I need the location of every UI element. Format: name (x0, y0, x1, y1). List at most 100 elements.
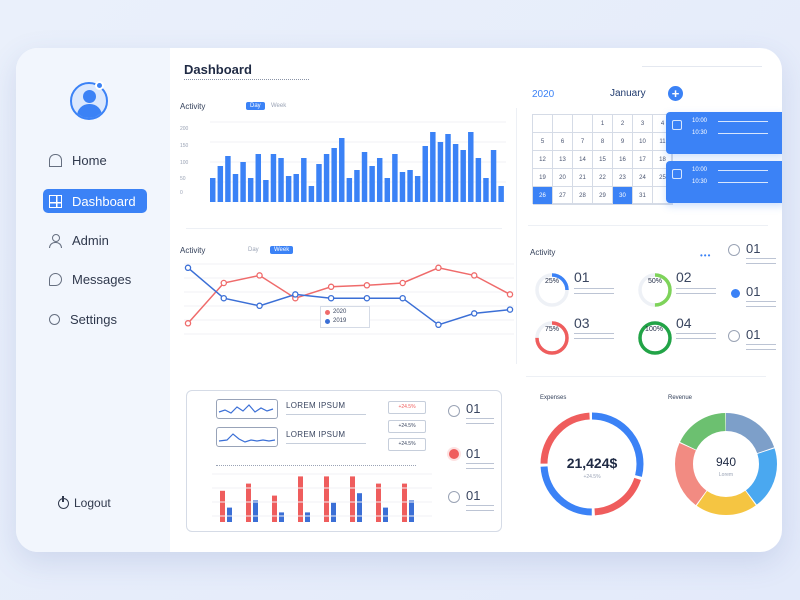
bar (369, 166, 375, 202)
sidebar-item-label: Admin (72, 232, 109, 248)
option-radio[interactable] (448, 491, 460, 503)
bar (324, 476, 329, 522)
event-card[interactable]: 10:00 10:30 (666, 112, 782, 154)
donut-slice (675, 413, 777, 515)
item-subtitle (286, 414, 366, 415)
bar (376, 158, 383, 202)
calendar-day[interactable]: 22 (593, 169, 613, 187)
bar (414, 176, 421, 202)
summary-card (186, 390, 502, 532)
event-text (718, 133, 768, 134)
data-point (184, 320, 192, 327)
calendar-day[interactable] (573, 115, 593, 133)
search-bar[interactable] (642, 66, 762, 67)
event-card[interactable]: 10:00 10:30 (666, 161, 782, 203)
calendar-day[interactable]: 19 (533, 169, 553, 187)
calendar-day[interactable]: 17 (633, 151, 653, 169)
add-event-button[interactable]: + (668, 86, 683, 101)
donut-title: Expenses (540, 395, 567, 401)
calendar-day[interactable]: 12 (533, 151, 553, 169)
calendar-day[interactable]: 10 (633, 133, 653, 151)
tab-day[interactable]: Day (246, 102, 265, 110)
sidebar-item-label: Dashboard (72, 193, 136, 209)
divider (526, 376, 766, 377)
gear-icon (49, 313, 60, 325)
data-point (220, 294, 228, 302)
tab-day[interactable]: Day (248, 247, 259, 253)
option-text (746, 344, 776, 354)
calendar-day[interactable]: 2 (613, 115, 633, 133)
option-radio-selected[interactable] (449, 449, 459, 459)
activity-bar-label: Activity (180, 102, 206, 111)
tab-week[interactable]: Week (271, 103, 287, 109)
bar (247, 178, 254, 202)
sidebar-item-home[interactable]: Home (43, 148, 147, 172)
calendar-year[interactable]: 2020 (532, 89, 555, 100)
data-point (506, 291, 514, 298)
calendar-day[interactable]: 8 (593, 133, 613, 151)
more-icon[interactable]: ••• (700, 251, 712, 260)
y-tick: 0 (180, 190, 183, 196)
stat-pct: 75% (544, 326, 559, 333)
sparkline-box (216, 427, 278, 447)
calendar-day[interactable]: 1 (593, 115, 613, 133)
data-point (399, 294, 406, 302)
calendar-day[interactable]: 21 (573, 169, 593, 187)
calendar-day[interactable]: 26 (533, 187, 553, 205)
calendar-day[interactable]: 5 (533, 133, 553, 151)
bar (210, 178, 216, 202)
change-tag: +24.5% (388, 420, 426, 433)
option-radio[interactable] (728, 244, 740, 256)
data-point (435, 321, 442, 329)
calendar-day[interactable]: 9 (613, 133, 633, 151)
calendar-day[interactable]: 20 (553, 169, 573, 187)
calendar-day[interactable]: 7 (573, 133, 593, 151)
bar (452, 144, 459, 202)
divider (186, 228, 502, 229)
calendar-day[interactable]: 16 (613, 151, 633, 169)
sidebar-item-messages[interactable]: Messages (43, 267, 147, 291)
bar (301, 158, 307, 202)
sparkline (218, 404, 274, 414)
legend-swatch-2020 (325, 310, 330, 315)
calendar-day[interactable]: 13 (553, 151, 573, 169)
sidebar-item-admin[interactable]: Admin (43, 228, 147, 252)
app-window: Home Dashboard Admin Messages Settings L… (16, 48, 782, 552)
stat-pct: 50% (647, 278, 662, 285)
option-radio-selected[interactable] (731, 289, 740, 298)
calendar-day[interactable]: 14 (573, 151, 593, 169)
calendar-day[interactable]: 31 (633, 187, 653, 205)
calendar-day[interactable]: 30 (613, 187, 633, 205)
calendar-day[interactable]: 3 (633, 115, 653, 133)
bar (498, 186, 504, 202)
data-point (184, 264, 192, 272)
bar (278, 158, 284, 202)
revenue-sub: Lorem (718, 472, 734, 478)
bar (430, 132, 436, 202)
option-radio[interactable] (448, 405, 460, 417)
sidebar-item-dashboard[interactable]: Dashboard (43, 189, 147, 213)
calendar-month[interactable]: January (610, 88, 646, 99)
expenses-donut (540, 412, 644, 516)
revenue-total: 940 (715, 455, 737, 469)
calendar-day[interactable]: 23 (613, 169, 633, 187)
sidebar-item-settings[interactable]: Settings (43, 307, 147, 331)
calendar-day[interactable]: 29 (593, 187, 613, 205)
calendar-day[interactable]: 18 (653, 151, 673, 169)
tab-week[interactable]: Week (270, 246, 294, 254)
stat-num: 02 (676, 269, 692, 285)
data-point (327, 294, 335, 302)
bar (227, 507, 232, 522)
calendar-day[interactable]: 28 (573, 187, 593, 205)
option-radio[interactable] (728, 330, 740, 342)
calendar-day[interactable] (553, 115, 573, 133)
change-tag: +24.5% (388, 401, 426, 414)
calendar-day[interactable]: 24 (633, 169, 653, 187)
calendar-day[interactable] (533, 115, 553, 133)
bar (346, 178, 353, 202)
page-title: Dashboard (184, 62, 252, 77)
logout-button[interactable]: Logout (58, 495, 111, 510)
calendar-day[interactable]: 15 (593, 151, 613, 169)
calendar-day[interactable]: 27 (553, 187, 573, 205)
calendar-day[interactable]: 6 (553, 133, 573, 151)
